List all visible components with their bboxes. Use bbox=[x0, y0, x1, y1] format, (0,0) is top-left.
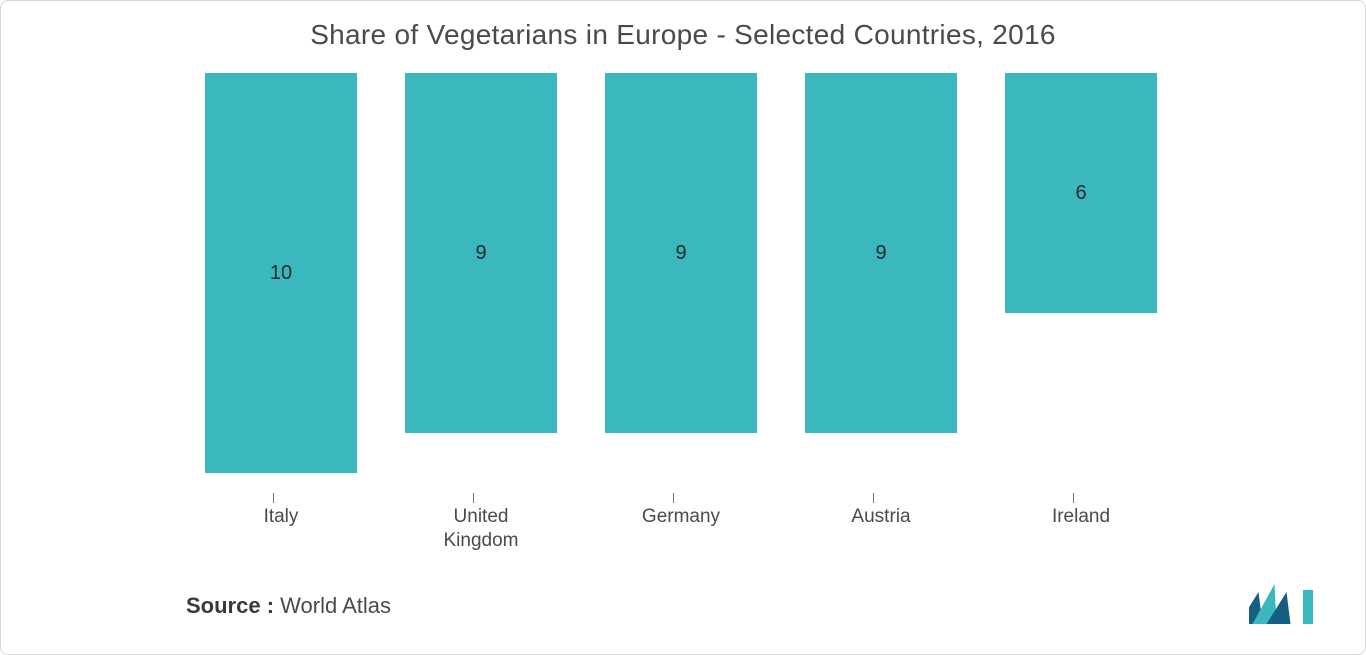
source-text: World Atlas bbox=[280, 593, 391, 618]
axis-tick bbox=[673, 493, 674, 503]
bar-value-label: 9 bbox=[475, 242, 486, 265]
bar-slot: 9UnitedKingdom bbox=[381, 73, 581, 493]
axis-tick bbox=[873, 493, 874, 503]
bar-slot: 9Germany bbox=[581, 73, 781, 493]
bar-value-label: 9 bbox=[875, 242, 886, 265]
bar-value-label: 10 bbox=[270, 262, 292, 285]
bar: 10 bbox=[205, 73, 357, 473]
bar: 9 bbox=[405, 73, 557, 433]
bar-value-label: 9 bbox=[675, 242, 686, 265]
bar: 6 bbox=[1005, 73, 1157, 313]
bar: 9 bbox=[605, 73, 757, 433]
bar: 9 bbox=[805, 73, 957, 433]
source-label: Source : bbox=[186, 593, 274, 618]
axis-tick bbox=[273, 493, 274, 503]
bar-slot: 10Italy bbox=[181, 73, 381, 493]
chart-title: Share of Vegetarians in Europe - Selecte… bbox=[1, 1, 1365, 51]
axis-tick bbox=[473, 493, 474, 503]
bar-slot: 9Austria bbox=[781, 73, 981, 493]
bar-value-label: 6 bbox=[1075, 182, 1086, 205]
chart-plot-area: 10Italy9UnitedKingdom9Germany9Austria6Ir… bbox=[181, 73, 1181, 493]
axis-tick bbox=[1073, 493, 1074, 503]
source-citation: Source : World Atlas bbox=[186, 593, 391, 619]
brand-logo-icon bbox=[1249, 582, 1315, 626]
category-label: Ireland bbox=[941, 505, 1221, 529]
bar-slot: 6Ireland bbox=[981, 73, 1181, 493]
